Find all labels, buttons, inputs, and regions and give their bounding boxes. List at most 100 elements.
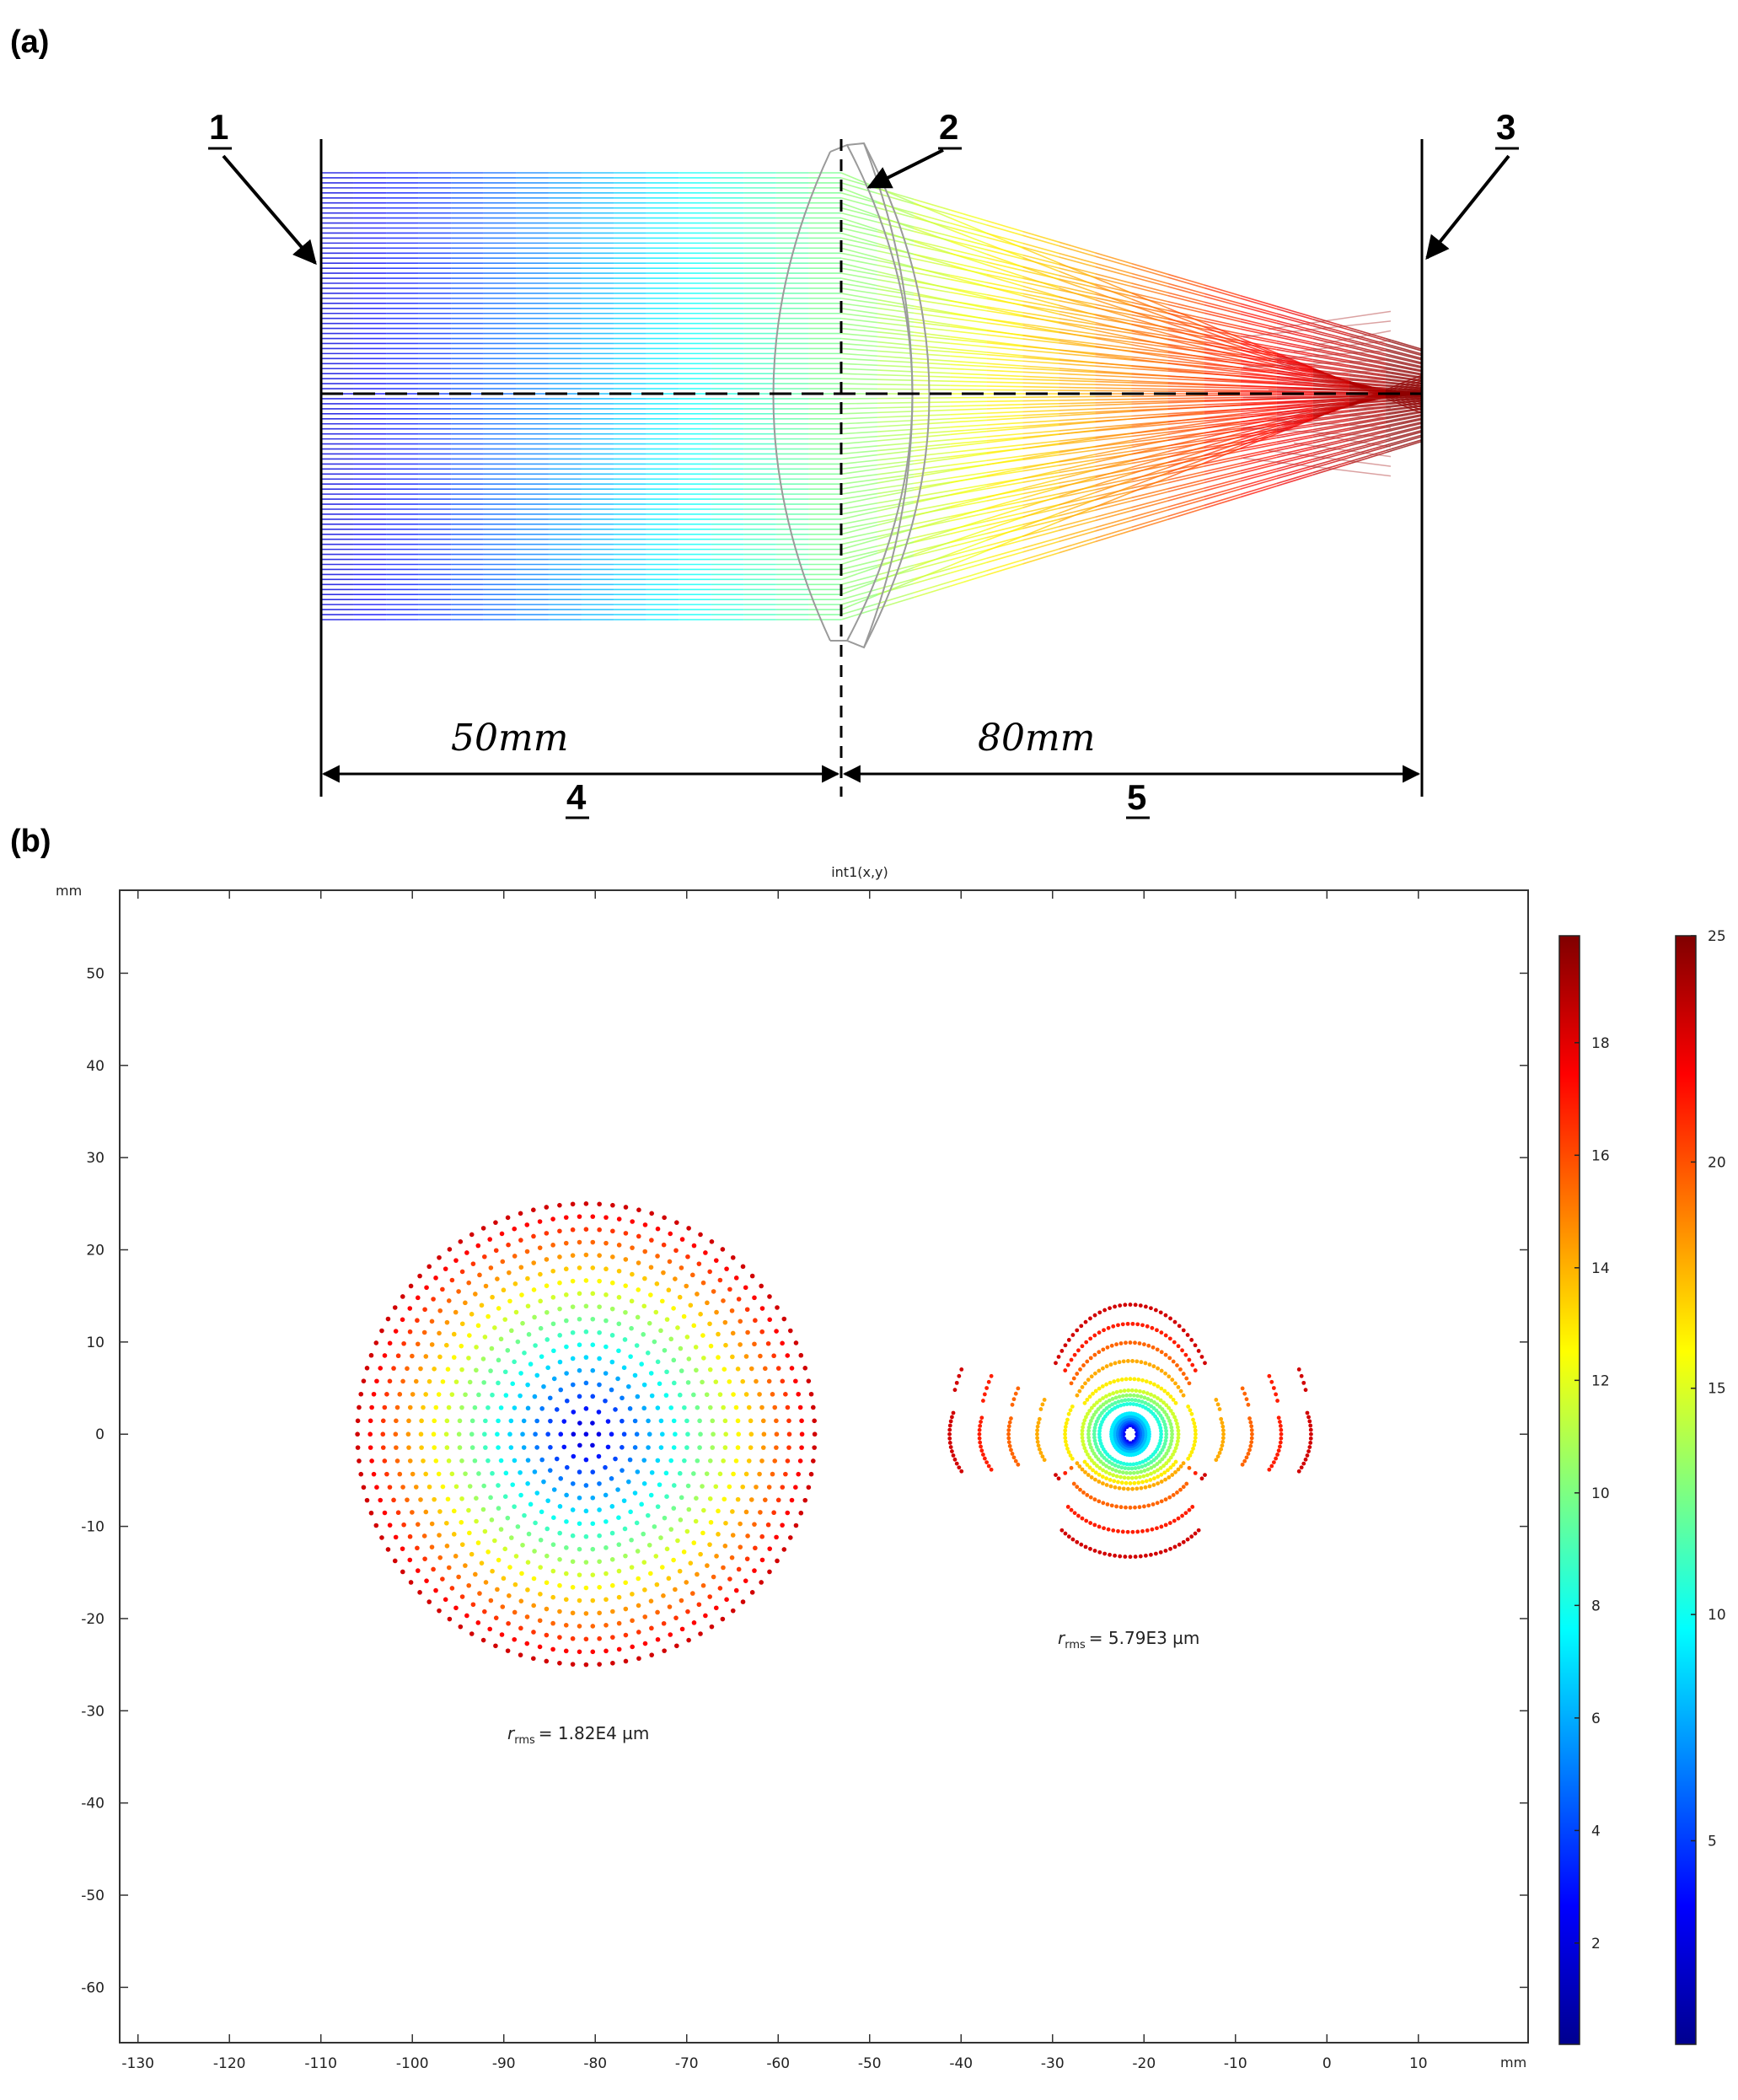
- spot-point: [391, 1366, 396, 1371]
- spot-point: [1089, 1374, 1094, 1379]
- spot-point: [667, 1259, 673, 1265]
- spot-point: [1151, 1483, 1156, 1487]
- spot-point: [407, 1458, 413, 1464]
- spot-point: [1124, 1480, 1129, 1485]
- spot-point: [641, 1332, 646, 1337]
- spot-point: [547, 1395, 553, 1401]
- spot-point: [482, 1431, 487, 1437]
- spot-point: [583, 1483, 589, 1488]
- spot-point: [1089, 1445, 1093, 1450]
- spot-point: [474, 1367, 479, 1373]
- spot-point: [678, 1345, 684, 1351]
- spot-point: [1247, 1447, 1252, 1453]
- spot-point: [743, 1509, 749, 1515]
- spot-point: [671, 1557, 676, 1563]
- spot-point: [459, 1404, 464, 1410]
- spot-point: [1069, 1465, 1074, 1470]
- spot-point: [767, 1546, 773, 1551]
- spot-point: [1250, 1431, 1254, 1437]
- spot-point: [767, 1294, 772, 1299]
- spot-point: [730, 1354, 735, 1360]
- spot-point: [521, 1418, 527, 1424]
- spot-point: [707, 1542, 712, 1547]
- spot-point: [731, 1392, 736, 1397]
- spot-point: [1121, 1359, 1126, 1364]
- spot-point: [395, 1510, 401, 1516]
- spot-point: [1072, 1352, 1077, 1357]
- spot-point: [453, 1309, 459, 1315]
- spot-point: [1097, 1429, 1102, 1433]
- spot-point: [641, 1481, 647, 1486]
- spot-point: [1166, 1391, 1170, 1396]
- spot-point: [1185, 1537, 1190, 1542]
- spot-point: [367, 1431, 373, 1437]
- spot-point: [1133, 1505, 1137, 1510]
- spot-point: [493, 1248, 499, 1254]
- spot-point: [1119, 1399, 1124, 1404]
- spot-point: [664, 1317, 670, 1322]
- spot-point: [1011, 1455, 1017, 1460]
- spot-point: [385, 1316, 391, 1322]
- spot-point: [1161, 1444, 1167, 1449]
- spot-point: [1159, 1499, 1164, 1504]
- spot-point: [570, 1278, 576, 1284]
- spot-point: [1172, 1415, 1177, 1420]
- spot-point: [1309, 1431, 1313, 1437]
- spot-point: [1308, 1436, 1313, 1441]
- spot-point: [590, 1521, 596, 1527]
- x-tick-label: -110: [304, 2055, 337, 2072]
- spot-point: [1069, 1507, 1074, 1512]
- spot-point: [577, 1291, 582, 1297]
- spot-point: [1308, 1441, 1313, 1445]
- spot-point: [512, 1359, 517, 1365]
- spot-point: [446, 1404, 452, 1410]
- spot-point: [453, 1605, 459, 1611]
- spot-point: [723, 1431, 728, 1437]
- spot-point: [1100, 1474, 1105, 1480]
- spot-point: [1171, 1452, 1175, 1457]
- spot-point: [785, 1353, 791, 1358]
- spot-point: [1124, 1393, 1129, 1398]
- spot-point: [1153, 1551, 1158, 1556]
- spot-point: [675, 1538, 680, 1544]
- spot-point: [1140, 1480, 1145, 1485]
- spot-point: [1145, 1467, 1151, 1472]
- spot-point: [655, 1359, 661, 1365]
- spot-point: [649, 1393, 655, 1399]
- spot-point: [597, 1662, 602, 1667]
- spot-point: [1118, 1505, 1124, 1510]
- spot-point: [1097, 1438, 1102, 1443]
- spot-point: [355, 1431, 360, 1437]
- spot-point: [652, 1339, 657, 1345]
- spot-point: [544, 1205, 550, 1210]
- spot-point: [759, 1306, 765, 1311]
- spot-point: [632, 1372, 638, 1378]
- spot-point: [449, 1277, 455, 1283]
- spot-point: [544, 1257, 550, 1262]
- spot-point: [703, 1250, 708, 1255]
- x-tick-label: -100: [396, 2055, 429, 2072]
- spot-point: [765, 1340, 771, 1346]
- spot-point: [410, 1510, 415, 1515]
- spot-point: [653, 1554, 659, 1559]
- spot-point: [1128, 1470, 1133, 1475]
- spot-point: [743, 1392, 749, 1397]
- spot-point: [496, 1357, 502, 1363]
- spot-point: [661, 1620, 667, 1626]
- spot-point: [1101, 1347, 1106, 1352]
- spot-point: [447, 1616, 453, 1622]
- spot-point: [1138, 1388, 1142, 1394]
- spot-point: [630, 1644, 635, 1650]
- spot-point: [405, 1431, 411, 1437]
- spot-point: [1131, 1462, 1136, 1467]
- spot-point: [429, 1342, 435, 1347]
- spot-point: [1104, 1476, 1109, 1481]
- spot-point: [1092, 1333, 1097, 1338]
- spot-point: [714, 1309, 719, 1315]
- spot-point: [397, 1392, 403, 1397]
- spot-point: [605, 1419, 611, 1424]
- spot-point: [1156, 1481, 1161, 1486]
- spot-point: [1096, 1457, 1101, 1462]
- spot-point: [632, 1445, 638, 1450]
- spot-point: [557, 1660, 562, 1666]
